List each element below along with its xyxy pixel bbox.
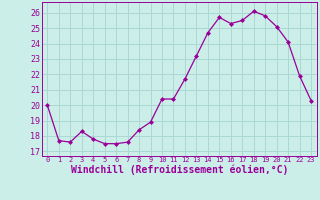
X-axis label: Windchill (Refroidissement éolien,°C): Windchill (Refroidissement éolien,°C) bbox=[70, 165, 288, 175]
